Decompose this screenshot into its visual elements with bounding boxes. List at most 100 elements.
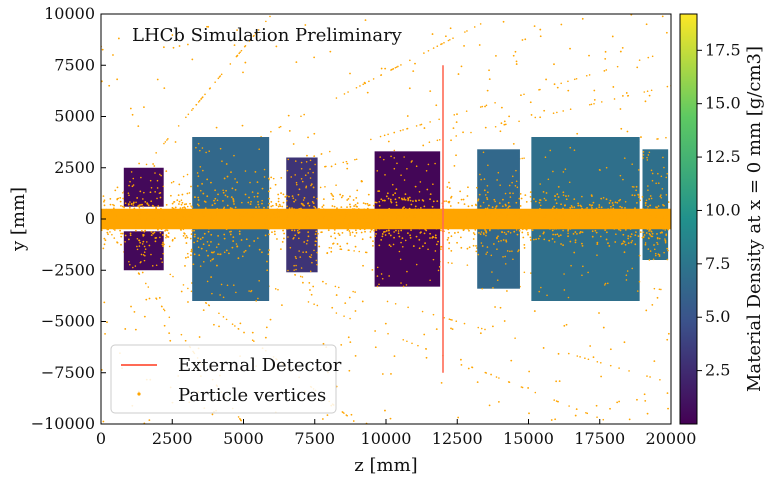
particle-vertex (644, 242, 647, 244)
particle-vertex (448, 187, 451, 190)
particle-vertex (532, 238, 535, 241)
particle-vertex (389, 417, 392, 420)
particle-vertex (172, 210, 175, 213)
particle-vertex (302, 251, 304, 253)
particle-vertex (472, 244, 475, 247)
particle-vertex (364, 82, 367, 85)
particle-vertex (389, 216, 392, 219)
particle-vertex (334, 226, 337, 228)
particle-vertex (570, 218, 573, 221)
particle-vertex (190, 290, 193, 293)
particle-vertex (448, 231, 450, 234)
particle-vertex (640, 136, 642, 138)
particle-vertex (520, 94, 522, 96)
particle-vertex (485, 222, 488, 225)
particle-vertex (421, 199, 424, 201)
particle-vertex (637, 169, 640, 171)
particle-vertex (484, 229, 486, 231)
particle-vertex (368, 208, 370, 211)
particle-vertex (127, 238, 130, 241)
particle-vertex (340, 343, 343, 346)
particle-vertex (612, 204, 615, 207)
particle-vertex (232, 221, 235, 224)
particle-vertex (379, 135, 382, 138)
particle-vertex (409, 59, 411, 62)
particle-vertex (218, 325, 220, 328)
particle-vertex (451, 227, 453, 229)
particle-vertex (279, 209, 282, 212)
particle-vertex (255, 31, 258, 34)
particle-vertex (418, 199, 420, 202)
particle-vertex (565, 323, 568, 326)
particle-vertex (334, 210, 337, 213)
particle-vertex (321, 418, 324, 420)
particle-vertex (504, 255, 506, 258)
particle-vertex (665, 234, 667, 237)
particle-vertex (548, 221, 550, 224)
particle-vertex (505, 214, 508, 216)
particle-vertex (591, 207, 593, 209)
particle-vertex (415, 235, 418, 238)
particle-vertex (502, 256, 504, 258)
particle-vertex (413, 215, 415, 218)
particle-vertex (465, 209, 468, 212)
particle-vertex (271, 204, 274, 207)
particle-vertex (663, 251, 665, 254)
particle-vertex (306, 239, 309, 242)
particle-vertex (209, 260, 212, 262)
particle-vertex (595, 207, 598, 210)
particle-vertex (359, 220, 362, 223)
particle-vertex (455, 135, 458, 137)
particle-vertex (514, 337, 516, 339)
particle-vertex (294, 227, 297, 230)
particle-vertex (249, 203, 252, 206)
particle-vertex (544, 209, 547, 211)
particle-vertex (449, 318, 452, 321)
particle-vertex (647, 205, 649, 208)
particle-vertex (201, 236, 204, 239)
particle-vertex (307, 136, 309, 139)
particle-vertex (404, 208, 407, 210)
particle-vertex (256, 181, 259, 184)
particle-vertex (416, 224, 419, 227)
particle-vertex (495, 376, 498, 378)
particle-vertex (624, 243, 627, 246)
particle-vertex (327, 229, 330, 232)
particle-vertex (567, 80, 569, 83)
particle-vertex (316, 218, 319, 221)
particle-vertex (481, 105, 484, 108)
particle-vertex (454, 218, 456, 221)
particle-vertex (115, 215, 118, 217)
particle-vertex (581, 17, 584, 20)
particle-vertex (202, 212, 204, 215)
particle-vertex (242, 71, 244, 74)
particle-vertex (647, 221, 650, 224)
particle-vertex (429, 279, 431, 282)
particle-vertex (478, 227, 481, 230)
particle-vertex (111, 223, 114, 226)
particle-vertex (294, 274, 297, 276)
particle-vertex (301, 180, 304, 183)
particle-vertex (260, 208, 262, 211)
particle-vertex (293, 269, 295, 271)
particle-vertex (357, 222, 359, 225)
particle-vertex (581, 242, 583, 245)
particle-vertex (576, 355, 579, 357)
particle-vertex (621, 47, 624, 49)
particle-vertex (303, 241, 306, 243)
particle-vertex (159, 173, 161, 176)
particle-vertex (287, 236, 289, 238)
particle-vertex (310, 219, 313, 222)
particle-vertex (502, 239, 505, 241)
particle-vertex (132, 184, 135, 186)
particle-vertex (505, 290, 508, 292)
particle-vertex (199, 265, 202, 267)
particle-vertex (330, 192, 333, 195)
particle-vertex (363, 214, 365, 217)
particle-vertex (361, 238, 364, 241)
colorbar-tick-label: 17.5 (705, 40, 741, 59)
particle-vertex (545, 78, 547, 81)
particle-vertex (449, 38, 451, 41)
particle-vertex (128, 184, 130, 187)
particle-vertex (179, 216, 182, 219)
